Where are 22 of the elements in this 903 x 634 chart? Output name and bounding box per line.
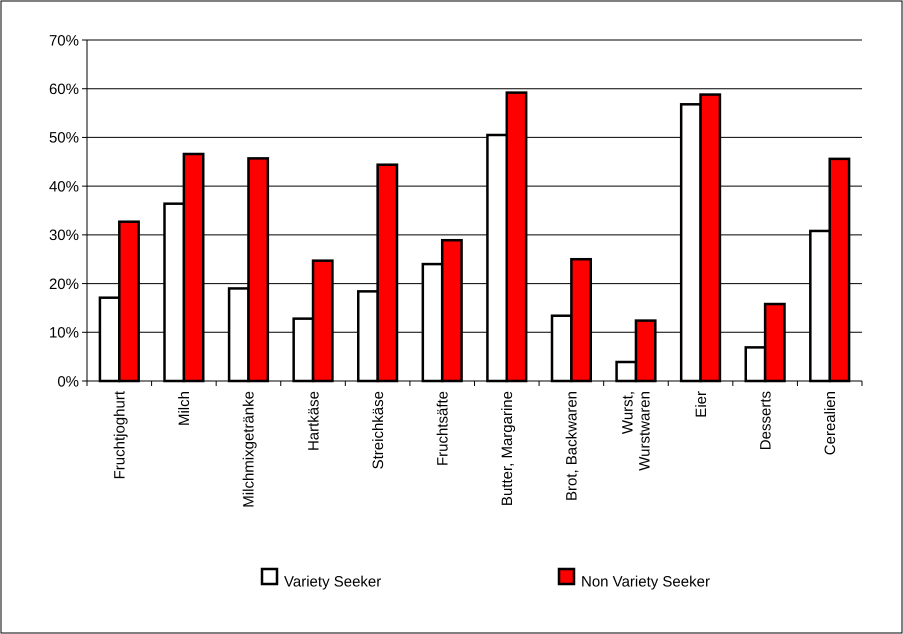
x-tick-label: Cerealien xyxy=(822,391,839,456)
x-tick-label: Desserts xyxy=(757,391,774,450)
x-tick-label: Milch xyxy=(176,391,194,426)
y-tick-label: 20% xyxy=(48,276,79,293)
y-tick-label: 10% xyxy=(48,324,79,342)
x-tick-label: Brot, Backwaren xyxy=(564,391,581,502)
x-tick-label: Wurst, Wurstwaren xyxy=(620,391,654,471)
legend-label: Non Variety Seeker xyxy=(581,573,710,590)
legend-label: Variety Seeker xyxy=(284,573,382,590)
y-tick-label: 60% xyxy=(48,80,79,98)
x-tick-label: Hartkäse xyxy=(305,391,322,452)
y-tick-label: 40% xyxy=(48,178,79,196)
y-tick-label: 30% xyxy=(48,227,79,244)
y-tick-label: 0% xyxy=(57,373,79,390)
y-tick-label: 50% xyxy=(48,130,79,147)
x-tick-label: Fruchtjoghurt xyxy=(112,390,129,480)
x-tick-label: Eier xyxy=(692,391,710,418)
y-tick-label: 70% xyxy=(48,32,79,50)
x-tick-label: Streichkäse xyxy=(370,391,387,470)
x-tick-label: Butter, Margarine xyxy=(499,391,516,506)
x-tick-label: Milchmixgetränke xyxy=(240,391,258,508)
x-tick-label: Fruchtsäfte xyxy=(434,391,452,466)
